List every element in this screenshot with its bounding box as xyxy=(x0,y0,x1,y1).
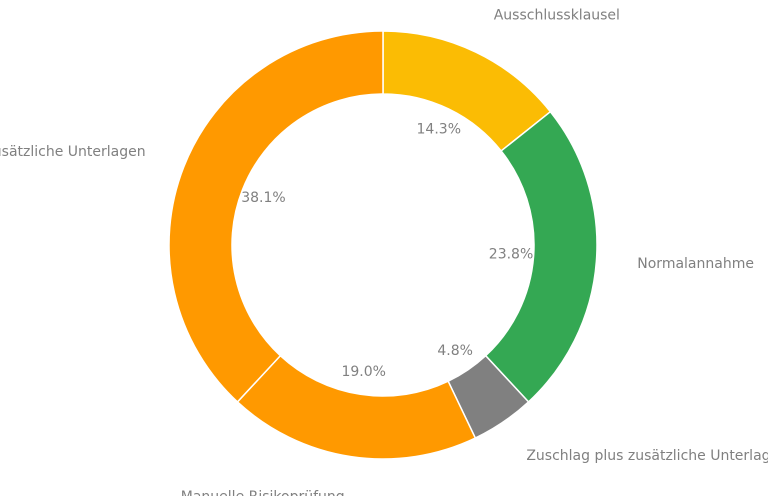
slices-group xyxy=(168,30,598,460)
slice-pct-2: 4.8% xyxy=(437,343,473,359)
slice-4 xyxy=(168,30,384,403)
slice-pct-3: 19.0% xyxy=(341,364,385,380)
slice-pct-1: 23.8% xyxy=(489,247,533,263)
slice-label-0: Ausschlussklausel xyxy=(494,7,620,23)
slice-label-2: Zuschlag plus zusätzliche Unterlagen xyxy=(526,448,768,464)
labels-group: Ausschlussklausel 14.3% Normalannahme 23.8%… xyxy=(0,7,768,496)
slice-label-1: Normalannahme xyxy=(637,256,754,272)
slice-pct-4: 38.1% xyxy=(241,190,285,206)
slice-label-3: Manuelle Risikoprüfung xyxy=(181,489,345,496)
slice-label-4: Zusätzliche Unterlagen xyxy=(0,144,146,160)
slice-pct-0: 14.3% xyxy=(417,121,461,137)
